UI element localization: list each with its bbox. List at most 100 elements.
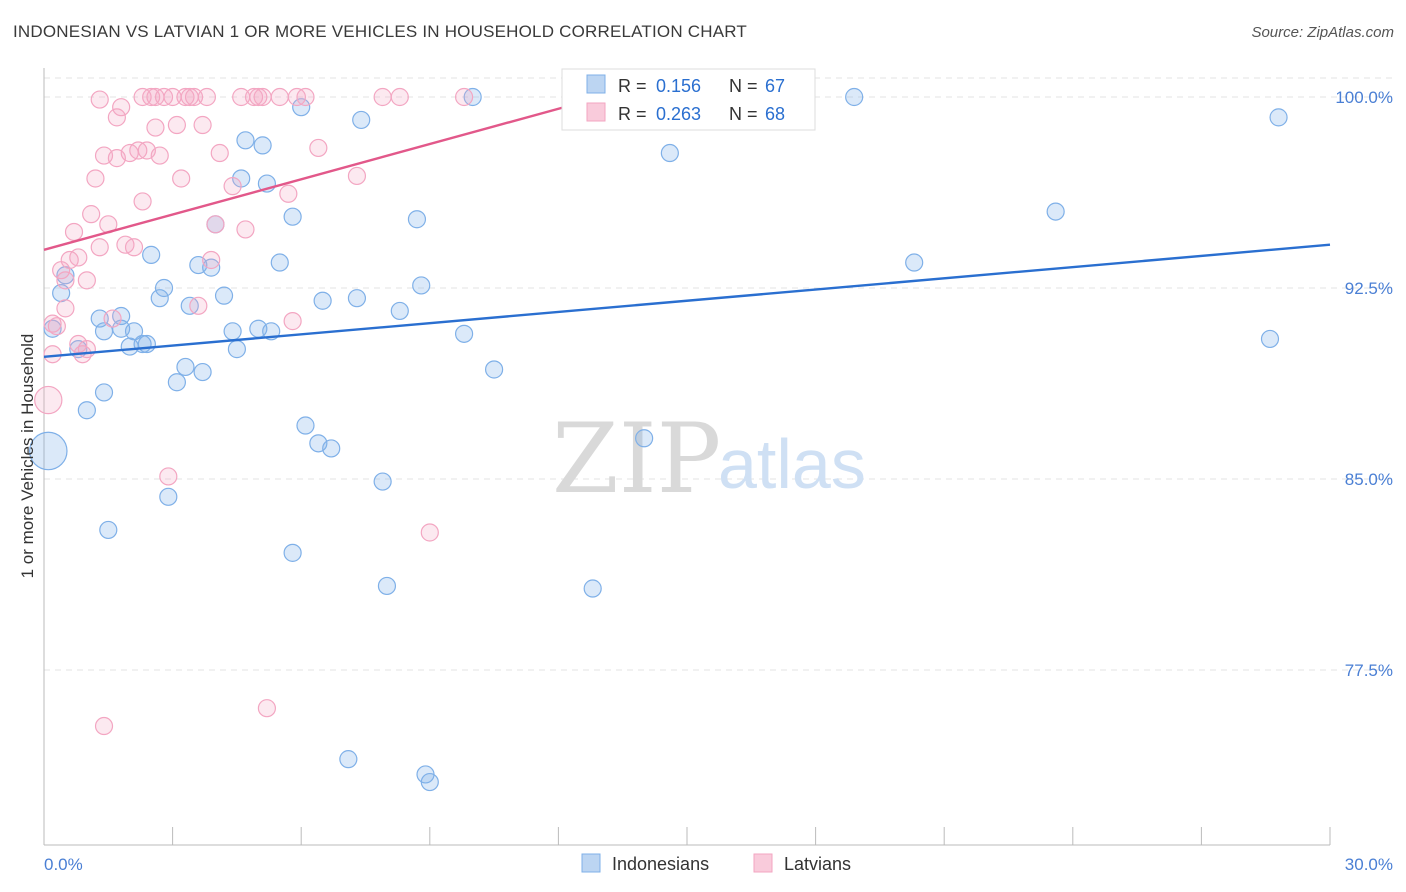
legend-swatch-indonesians	[581, 853, 601, 873]
indonesians-point-64	[1260, 329, 1280, 349]
latvians-point-58	[347, 166, 367, 186]
latvians-point-7	[64, 222, 84, 242]
stats-n-label-2: N =	[729, 104, 758, 124]
stats-box: R = 0.156 N = 67 R = 0.263 N = 68	[561, 68, 816, 131]
latvians-point-40	[189, 296, 208, 315]
y-tick-label-0: 100.0%	[1335, 88, 1393, 107]
source-label: Source: ZipAtlas.com	[1251, 24, 1394, 41]
indonesians-point-25	[202, 258, 221, 277]
indonesians-point-40	[296, 416, 315, 435]
indonesians-point-37	[283, 543, 302, 562]
latvians-point-43	[202, 250, 221, 270]
legend: Indonesians Latvians	[581, 853, 851, 874]
latvians-point-11	[77, 340, 96, 359]
latvians-point-48	[236, 220, 255, 239]
latvians-point-25	[124, 238, 144, 257]
stats-swatch-indonesians	[586, 74, 606, 94]
indonesians-point-36	[270, 253, 289, 272]
indonesians-point-31	[236, 131, 255, 150]
latvians-point-15	[90, 238, 109, 257]
latvians-point-32	[150, 146, 169, 165]
latvians-point-22	[112, 98, 131, 117]
latvians-point-4	[56, 271, 75, 290]
stats-n-value-1: 67	[765, 76, 785, 96]
latvians-point-67	[249, 87, 268, 107]
latvians-point-65	[142, 87, 161, 107]
indonesians-point-8	[94, 383, 114, 402]
watermark-atlas: atlas	[718, 425, 866, 503]
indonesians-point-33	[253, 136, 272, 155]
indonesians-point-28	[223, 322, 242, 341]
indonesians-point-60	[660, 143, 679, 163]
latvians-point-14	[86, 169, 105, 188]
indonesians-point-15	[137, 334, 156, 354]
indonesians-point-43	[322, 439, 341, 458]
indonesians-point-54	[454, 324, 474, 343]
x-tick-label-0: 0.0%	[44, 855, 83, 874]
indonesians-point-50	[407, 210, 427, 229]
indonesians-point-57	[583, 579, 602, 598]
x-tick-label-1: 30.0%	[1345, 855, 1393, 874]
indonesians-point-61	[845, 87, 864, 107]
latvians-point-1	[43, 345, 62, 364]
latvians-point-0	[34, 385, 63, 415]
y-axis-title: 1 or more Vehicles in Household	[18, 334, 37, 579]
indonesians-point-45	[347, 289, 367, 308]
indonesians-point-27	[214, 286, 234, 305]
latvians-trend-line	[43, 95, 602, 251]
stats-r-label-1: R =	[618, 76, 647, 96]
stats-n-value-2: 68	[765, 104, 785, 124]
indonesians-point-56	[485, 360, 504, 379]
tick-label-layer: 100.0% 92.5% 85.0% 77.5% 0.0% 30.0%	[44, 88, 1393, 874]
indonesians-point-0	[28, 431, 68, 471]
latvians-point-54	[283, 312, 302, 331]
indonesians-point-47	[373, 472, 392, 491]
latvians-point-19	[103, 309, 122, 328]
latvians-point-46	[223, 177, 242, 196]
indonesians-point-19	[159, 487, 178, 506]
y-tick-label-1: 92.5%	[1345, 279, 1393, 298]
stats-r-value-1: 0.156	[656, 76, 701, 96]
latvians-point-16	[90, 90, 109, 109]
legend-swatch-latvians	[753, 853, 773, 873]
latvians-point-52	[270, 87, 289, 107]
indonesians-point-9	[99, 520, 118, 540]
grid-layer	[44, 77, 1392, 671]
indonesians-point-51	[412, 276, 431, 295]
latvians-point-57	[309, 138, 328, 158]
stats-r-value-2: 0.263	[656, 104, 701, 124]
indonesians-point-5	[77, 401, 96, 420]
latvians-point-12	[77, 271, 96, 290]
latvians-point-59	[373, 87, 392, 107]
indonesians-point-17	[150, 289, 169, 308]
latvians-point-9	[69, 248, 88, 267]
stats-r-label-2: R =	[618, 104, 647, 124]
latvians-point-27	[133, 192, 152, 211]
indonesians-point-39	[292, 98, 311, 117]
watermark-zip: ZIP	[552, 403, 721, 515]
latvians-point-31	[146, 118, 165, 137]
latvians-point-5	[56, 299, 75, 318]
axis-layer	[43, 68, 1331, 846]
indonesians-point-16	[142, 245, 161, 264]
latvians-point-51	[257, 699, 277, 718]
latvians-point-41	[193, 115, 212, 135]
indonesians-point-38	[283, 207, 302, 226]
indonesians-point-18	[154, 278, 174, 298]
indonesians-point-63	[1046, 202, 1065, 221]
latvians-point-53	[279, 184, 298, 203]
chart-title: INDONESIAN VS LATVIAN 1 OR MORE VEHICLES…	[13, 22, 748, 41]
stats-n-label-1: N =	[729, 76, 758, 96]
indonesians-point-44	[339, 750, 358, 769]
latvians-point-61	[420, 523, 439, 542]
indonesians-point-59	[635, 429, 654, 448]
latvians-point-20	[107, 108, 126, 127]
indonesians-point-65	[1269, 108, 1288, 127]
legend-label-indonesians: Indonesians	[612, 854, 709, 874]
indonesians-point-21	[176, 357, 195, 377]
indonesians-point-49	[390, 301, 409, 321]
latvians-point-36	[167, 115, 186, 135]
latvians-point-45	[210, 143, 229, 163]
indonesians-trend-line	[43, 243, 1331, 358]
